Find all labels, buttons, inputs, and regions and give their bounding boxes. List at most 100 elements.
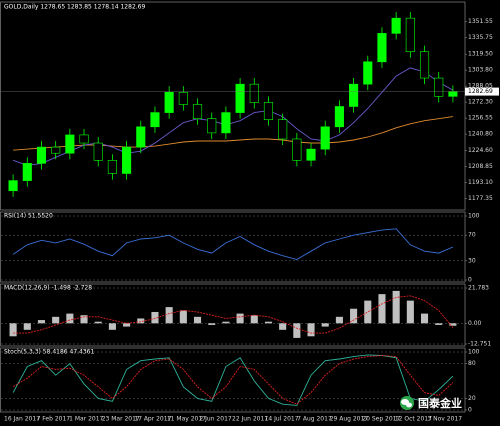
y-tick-label: 70 <box>468 232 476 239</box>
current-price: 1282.69 <box>468 88 493 95</box>
x-tick-label: 22 Jun 2017 <box>232 416 268 423</box>
macd-bar <box>94 321 102 324</box>
candle-body <box>107 160 117 174</box>
y-tick-label: 1240.80 <box>468 131 493 138</box>
x-tick-label: 17 Apr 2017 <box>134 416 171 423</box>
macd-bar <box>350 308 358 324</box>
y-tick-label: 0.00 <box>468 320 482 327</box>
macd-bar <box>66 313 74 324</box>
macd-bar <box>37 320 46 324</box>
candle-body <box>221 112 231 134</box>
y-tick-label: 1224.60 <box>468 147 493 154</box>
candle-body <box>122 146 132 174</box>
y-tick-label: 1303.80 <box>468 67 493 74</box>
x-tick-label: 1 Mar 2017 <box>69 416 103 423</box>
candle-body <box>306 148 316 161</box>
candle-body <box>263 102 274 120</box>
y-tick-label: 1288.05 <box>468 83 493 90</box>
candle-body <box>164 91 174 113</box>
macd-bar <box>165 307 173 324</box>
y-tick-label: 80 <box>468 360 476 367</box>
indicator-line <box>12 228 454 260</box>
candle-body <box>419 51 430 79</box>
candle-body <box>391 17 401 34</box>
macd-bar <box>420 313 429 324</box>
macd-bar <box>250 315 258 324</box>
x-tick-label: 29 Aug 2017 <box>330 416 369 423</box>
candle-body <box>36 146 47 164</box>
macd-bar <box>236 313 244 324</box>
candle-body <box>349 83 359 107</box>
x-tick-label: 16 Jan 2017 <box>4 416 40 423</box>
candle-body <box>136 126 146 148</box>
candle-body <box>178 91 188 105</box>
y-tick-label: 1208.85 <box>468 163 493 170</box>
candle-body <box>93 142 103 161</box>
y-tick-label: 20 <box>468 395 476 402</box>
candle-body <box>405 17 415 52</box>
x-tick-label: 7 Aug 2017 <box>297 416 332 423</box>
macd-bar <box>449 323 457 326</box>
macd-bar <box>293 323 301 338</box>
x-tick-label: 12 Oct 2017 <box>395 416 432 423</box>
x-tick-label: 3 Nov 2017 <box>427 416 462 423</box>
macd-bar <box>406 300 414 324</box>
candle-body <box>292 138 302 161</box>
x-tick-label: 14 Jul 2017 <box>265 416 299 423</box>
candle-body <box>363 61 373 85</box>
y-tick-label: 0 <box>468 407 472 414</box>
candle-body <box>150 112 160 128</box>
wechat-icon <box>400 396 414 410</box>
candle-body <box>278 119 288 140</box>
macd-bar <box>151 311 159 324</box>
candle-body <box>8 180 18 192</box>
macd-bar <box>279 323 287 330</box>
macd-bar <box>335 316 343 324</box>
macd-bar <box>392 290 400 324</box>
candle-body <box>79 134 89 144</box>
macd-bar <box>108 323 116 330</box>
macd-bar <box>378 294 386 324</box>
panel-title: GOLD,Daily 1278.65 1283.85 1278.14 1282.… <box>4 4 145 11</box>
candle-body <box>22 163 32 181</box>
panel-title: RSI(14) 51.5520 <box>4 213 53 220</box>
panel-title: MACD(12,26,9) -1.498 -2.728 <box>4 285 92 292</box>
x-tick-label: 7 Feb 2017 <box>37 416 71 423</box>
macd-bar <box>364 300 372 324</box>
y-tick-label: 1177.35 <box>468 195 493 202</box>
watermark: 国泰金业 <box>418 396 462 410</box>
macd-bar <box>307 323 315 337</box>
macd-bar <box>208 323 216 325</box>
candle-body <box>434 77 444 97</box>
x-tick-label: 2 Jun 2017 <box>199 416 231 423</box>
candle-body <box>334 106 344 128</box>
macd-bar <box>435 323 443 325</box>
x-tick-label: 11 May 2017 <box>167 416 206 423</box>
y-tick-label: 1256.55 <box>468 115 493 122</box>
y-tick-label: -12.751 <box>468 341 491 348</box>
price-box <box>465 87 499 96</box>
y-tick-label: 0 <box>468 277 472 284</box>
candle-body <box>448 91 458 97</box>
macd-bar <box>137 318 145 324</box>
y-tick-label: 21.783 <box>468 285 489 292</box>
y-tick-label: 1193.10 <box>468 179 493 186</box>
x-tick-label: 20 Sep 2017 <box>362 416 400 423</box>
candle-body <box>320 126 330 150</box>
x-tick-label: 23 Mar 2017 <box>102 416 140 423</box>
macd-bar <box>193 316 202 324</box>
candle-body <box>192 104 203 119</box>
y-tick-label: 100 <box>468 349 480 356</box>
indicator-line <box>12 355 454 405</box>
y-tick-label: 1335.75 <box>468 34 493 41</box>
macd-bar <box>123 323 131 327</box>
macd-bar <box>264 321 273 324</box>
indicator-line <box>12 67 454 166</box>
y-tick-label: 1319.50 <box>468 51 493 58</box>
macd-bar <box>321 323 329 327</box>
candle-body <box>235 83 245 113</box>
y-tick-label: 100 <box>468 213 480 220</box>
y-tick-label: 1351.55 <box>468 18 493 25</box>
